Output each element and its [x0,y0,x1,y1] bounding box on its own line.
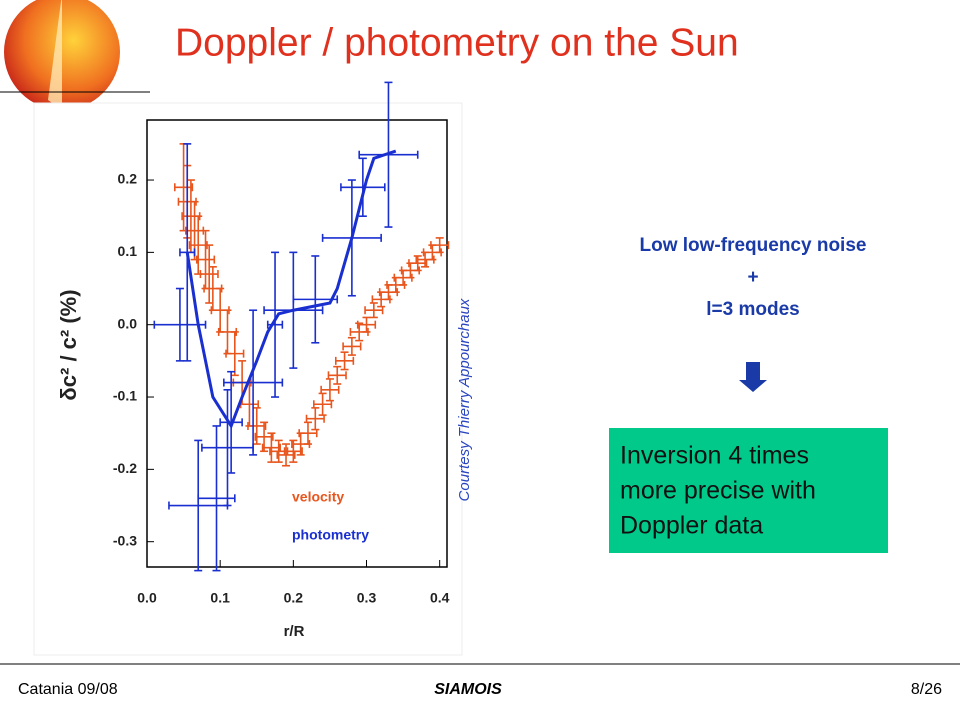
note: + [747,267,758,288]
y-tick-label: -0.2 [113,460,137,476]
x-tick-label: 0.0 [137,590,157,606]
box-text: Inversion 4 times [620,442,809,470]
footer-left: Catania 09/08 [18,681,118,698]
y-tick-label: -0.3 [113,532,137,548]
footer-center: SIAMOIS [434,681,502,698]
credit: Courtesy Thierry Appourchaux [456,298,473,501]
box-text: more precise with [620,477,816,505]
legend-label: photometry [292,527,369,543]
x-tick-label: 0.1 [210,590,230,606]
footer-right: 8/26 [911,681,942,698]
note: l=3 modes [706,299,799,320]
y-tick-label: 0.1 [118,243,138,259]
x-tick-label: 0.3 [357,590,377,606]
box-text: Doppler data [620,512,763,540]
fit-curve [185,149,397,430]
y-axis-label: δc² / c² (%) [56,289,81,400]
slide-title: Doppler / photometry on the Sun [175,21,739,64]
plot-frame [146,119,448,568]
x-tick-label: 0.4 [430,590,450,606]
y-tick-label: -0.1 [113,388,137,404]
x-tick-label: 0.2 [284,590,304,606]
logo [0,0,150,110]
y-tick-label: 0.2 [118,171,138,187]
note: Low low-frequency noise [640,235,867,256]
y-tick-label: 0.0 [118,315,138,331]
legend-label: velocity [292,489,344,505]
x-axis-label: r/R [284,623,305,640]
highlight-box [609,428,888,553]
arrow [739,362,767,392]
